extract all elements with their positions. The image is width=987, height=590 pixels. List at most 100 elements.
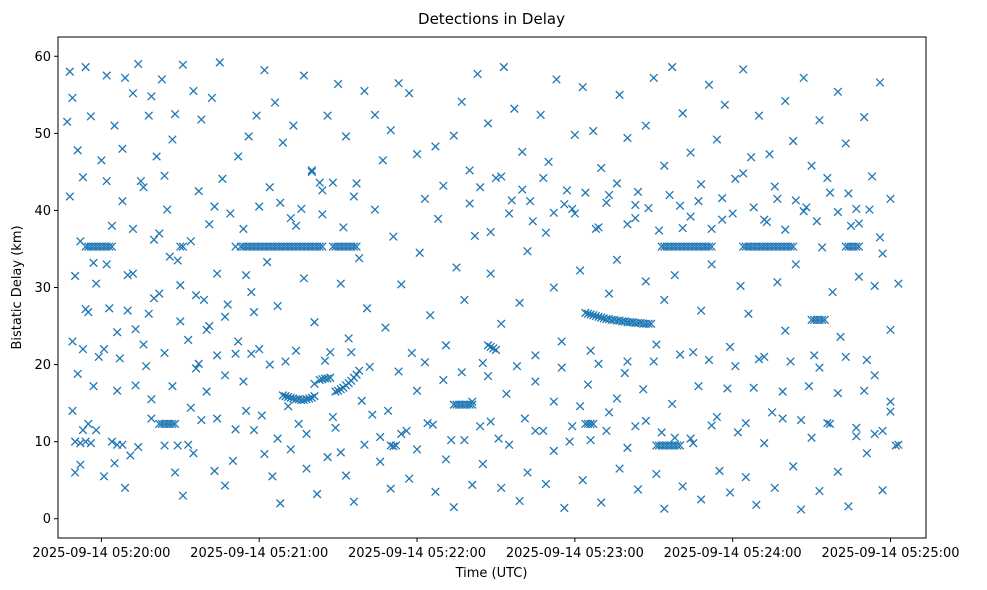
detection-point [254, 344, 264, 354]
detection-point [302, 429, 311, 439]
detection-point [191, 364, 201, 373]
detection-point [439, 181, 448, 191]
detection-point [352, 179, 361, 188]
detection-point [644, 203, 653, 213]
detection-point [202, 387, 211, 396]
detection-point [302, 464, 311, 473]
detection-point [278, 391, 288, 400]
detection-point [696, 179, 706, 189]
detection-point [231, 349, 240, 359]
detection-point [420, 358, 430, 367]
chart-title: Detections in Delay [418, 10, 565, 28]
detection-point [62, 117, 72, 127]
detection-point [431, 142, 440, 151]
detection-point [652, 469, 661, 479]
detection-point [675, 350, 685, 359]
detection-point [594, 312, 603, 322]
detection-point [470, 231, 480, 241]
detection-point [331, 423, 340, 433]
detection-point [804, 381, 814, 391]
detection-point [646, 319, 656, 328]
detection-point [499, 62, 509, 72]
detection-point [623, 357, 632, 366]
detection-point [478, 358, 488, 368]
detection-point [439, 375, 448, 385]
detection-point [318, 186, 327, 195]
detection-point [670, 270, 680, 280]
detection-point [504, 209, 514, 218]
detection-point [525, 196, 535, 206]
detection-point [457, 97, 467, 107]
detection-point [268, 472, 277, 481]
detection-point [788, 242, 798, 251]
detection-point [515, 298, 524, 308]
detection-point [183, 335, 193, 345]
detection-point [675, 441, 685, 450]
detection-point [144, 309, 154, 318]
detection-point [220, 371, 230, 380]
detection-point [157, 75, 167, 84]
y-tick-label: 0 [43, 512, 51, 527]
detection-point [875, 78, 885, 87]
detection-point [854, 242, 864, 251]
detection-point [712, 412, 722, 422]
detection-point [260, 449, 269, 459]
detection-point [197, 415, 206, 425]
detection-point [807, 161, 816, 170]
detection-point [73, 146, 82, 155]
detection-point [786, 242, 795, 251]
detection-point [770, 182, 780, 191]
detection-point [168, 381, 177, 391]
detection-point [202, 325, 211, 335]
detection-point [107, 221, 117, 231]
detection-point [212, 269, 222, 278]
detection-point [802, 203, 811, 212]
detection-point [549, 446, 559, 456]
detection-point [612, 179, 622, 188]
detection-point [670, 433, 680, 443]
detection-point [323, 374, 332, 383]
detection-point [596, 163, 606, 173]
detection-point [112, 386, 122, 396]
detection-point [91, 279, 101, 288]
detection-point [586, 435, 595, 445]
detection-point [76, 236, 85, 246]
detection-point [304, 394, 314, 403]
detection-point [310, 317, 319, 327]
detection-point [404, 474, 414, 483]
detection-point [449, 502, 459, 512]
detection-point [799, 73, 808, 83]
detection-point [147, 414, 156, 423]
detection-point [623, 220, 632, 229]
detection-point [281, 391, 290, 401]
detection-point [315, 242, 324, 251]
detection-point [212, 414, 222, 423]
detection-point [686, 434, 695, 443]
detection-point [649, 357, 659, 366]
detection-point [186, 403, 196, 412]
detection-point [852, 423, 861, 433]
detection-point [99, 344, 109, 354]
detection-point [83, 419, 93, 429]
detection-point [178, 60, 188, 70]
detection-point [852, 204, 861, 214]
detection-point [425, 310, 435, 320]
detection-point [396, 429, 406, 439]
detection-point [68, 337, 77, 346]
detection-point [452, 263, 461, 272]
detection-point [596, 313, 606, 322]
detection-point [731, 361, 740, 371]
detection-point [704, 242, 714, 251]
detection-point [386, 484, 395, 493]
detection-point [704, 355, 714, 365]
detection-point [91, 425, 101, 435]
detection-point [820, 315, 829, 325]
detection-point [536, 110, 545, 120]
detection-point [407, 348, 417, 358]
detection-point [265, 360, 274, 369]
detection-point [878, 249, 887, 258]
x-axis-label: Time (UTC) [455, 566, 528, 581]
detection-point [781, 326, 790, 335]
detection-point [567, 421, 577, 431]
detection-point [675, 201, 685, 211]
